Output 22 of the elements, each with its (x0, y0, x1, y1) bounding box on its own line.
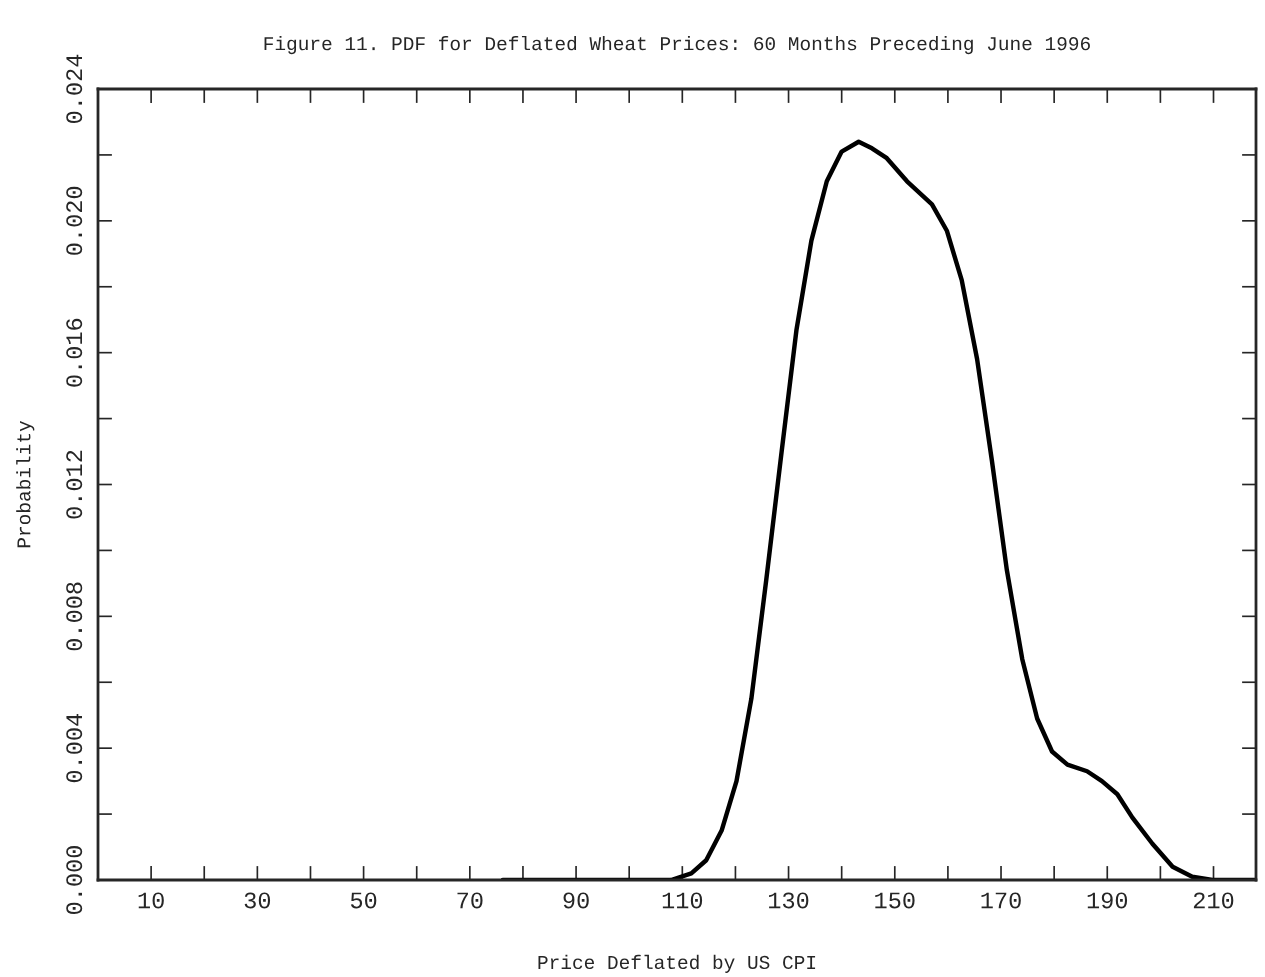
x-tick-label: 10 (138, 892, 164, 909)
y-tick-label: 0.020 (66, 186, 83, 255)
x-tick-label: 30 (244, 892, 271, 909)
y-axis-title: Probability (16, 420, 35, 548)
y-tick-label: 0.004 (66, 713, 83, 783)
y-tick-label: 0.012 (66, 450, 83, 519)
x-tick-label: 190 (1087, 892, 1128, 909)
x-tick-label: 170 (981, 892, 1021, 909)
x-tick-label: 90 (563, 892, 589, 909)
x-tick-label: 210 (1193, 892, 1234, 909)
y-tick-label: 0.016 (66, 318, 83, 387)
x-tick-label: 70 (457, 892, 483, 909)
y-tick-label: 0.024 (66, 54, 83, 123)
x-tick-label: 130 (769, 892, 809, 909)
y-tick-label: 0.008 (66, 582, 83, 651)
x-tick-label: 150 (875, 892, 915, 909)
chart-title: Figure 11. PDF for Deflated Wheat Prices: 60 Months Preceding June 1996 (264, 36, 1090, 55)
line-series (500, 139, 1256, 880)
x-axis-title: Price Deflated by US CPI (538, 954, 816, 973)
x-tick-label: 110 (662, 892, 703, 909)
x-tick-label: 50 (350, 892, 377, 909)
y-tick-label: 0.000 (66, 846, 83, 914)
